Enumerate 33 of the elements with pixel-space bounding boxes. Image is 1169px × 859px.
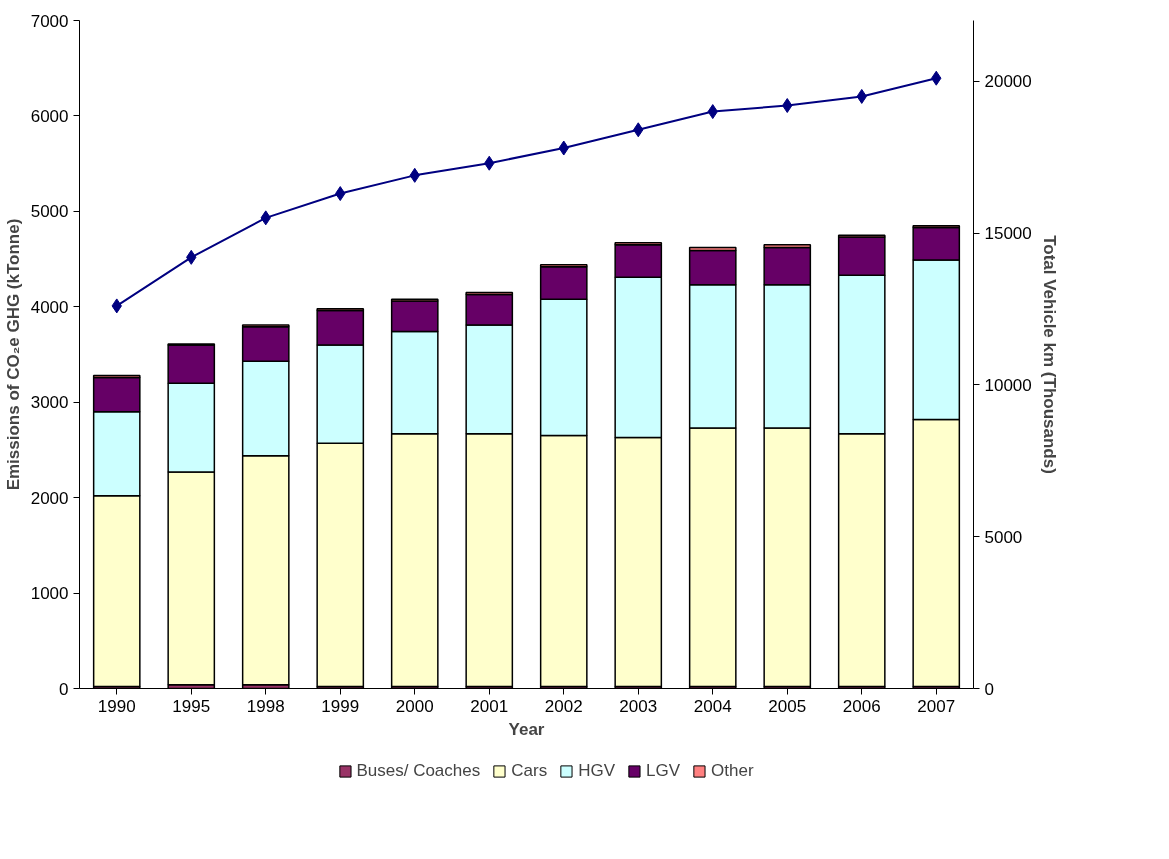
- y-tick-label: 4000: [30, 297, 69, 317]
- y-tick-label: 6000: [30, 106, 69, 126]
- legend-label: LGV: [645, 761, 681, 781]
- x-tick-label: 2003: [619, 696, 658, 716]
- y-tick-label: 3000: [30, 393, 69, 413]
- legend-label: Buses/ Coaches: [356, 761, 481, 781]
- x-tick-label: 2007: [917, 696, 956, 716]
- x-tick-label: 1990: [97, 696, 136, 716]
- x-tick-label: 2000: [395, 696, 434, 716]
- y2-tick-label: 5000: [984, 527, 1023, 547]
- y-tick-label: 2000: [30, 488, 69, 508]
- x-tick-label: 1999: [321, 696, 360, 716]
- x-tick-label: 2006: [842, 696, 881, 716]
- y-tick-label: 5000: [30, 202, 69, 222]
- y2-tick-label: 15000: [984, 224, 1032, 244]
- x-tick-label: 2005: [768, 696, 807, 716]
- y2-tick-label: 0: [984, 679, 994, 699]
- y-tick-label: 1000: [30, 584, 69, 604]
- y2-tick-label: 20000: [984, 72, 1032, 92]
- x-tick-label: 2004: [693, 696, 732, 716]
- y2-axis-title: Total Vehicle km (Thousands): [1039, 235, 1059, 474]
- y-tick-label: 0: [59, 679, 69, 699]
- legend-label: HGV: [578, 761, 615, 781]
- legend-label: Other: [711, 761, 754, 781]
- x-tick-label: 2002: [544, 696, 583, 716]
- y-axis-title: Emissions of CO₂e GHG (kTonne): [3, 218, 23, 491]
- x-tick-label: 2001: [470, 696, 509, 716]
- x-tick-label: 1995: [172, 696, 211, 716]
- legend-label: Cars: [511, 761, 548, 781]
- y2-tick-label: 10000: [984, 375, 1032, 395]
- x-axis-title: Year: [508, 719, 545, 739]
- x-tick-label: 1998: [246, 696, 285, 716]
- y-tick-label: 7000: [30, 11, 69, 31]
